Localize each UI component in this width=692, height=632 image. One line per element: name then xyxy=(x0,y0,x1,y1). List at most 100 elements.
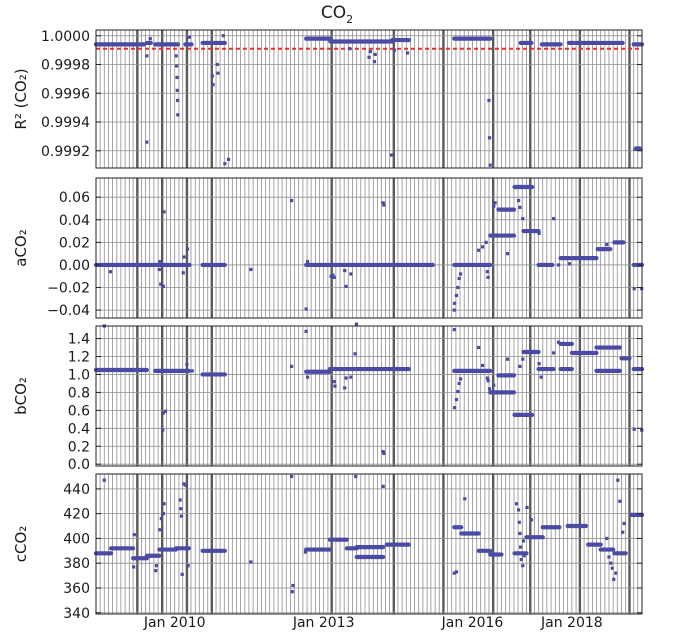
data-point xyxy=(181,271,185,275)
data-point xyxy=(381,201,385,205)
y-tick-label: 0.2 xyxy=(68,439,90,455)
panels: 0.9992 0.9994 0.9996 0.9998 1.0000 R² (CO₂) −0… xyxy=(12,29,645,622)
y-tick-label: 0.02 xyxy=(59,235,90,251)
data-point xyxy=(637,146,641,150)
data-point xyxy=(331,273,335,277)
data-point xyxy=(303,550,308,554)
data-point xyxy=(521,357,525,361)
data-point xyxy=(304,307,308,311)
data-point xyxy=(480,363,485,368)
y-tick-label: 420 xyxy=(63,507,90,523)
data-point xyxy=(632,287,636,291)
data-point xyxy=(454,293,459,298)
data-point xyxy=(456,285,460,290)
data-point xyxy=(463,497,467,501)
data-points xyxy=(93,34,645,167)
data-point xyxy=(486,275,490,279)
data-point xyxy=(477,248,481,252)
y-tick-label: 1.4 xyxy=(68,332,90,348)
data-point xyxy=(223,162,227,166)
panel-frame xyxy=(95,325,643,467)
panel-frame xyxy=(95,473,643,615)
data-point xyxy=(176,113,180,117)
y-tick-label: 1.0 xyxy=(68,367,90,383)
data-point xyxy=(175,98,180,103)
data-point xyxy=(552,217,556,221)
data-point xyxy=(187,35,192,39)
data-point xyxy=(249,267,253,272)
data-point xyxy=(521,539,526,543)
data-point xyxy=(493,201,497,205)
data-point xyxy=(158,528,162,532)
data-point xyxy=(505,252,510,256)
data-point xyxy=(452,327,456,332)
data-point xyxy=(485,376,490,380)
data-point xyxy=(211,83,215,87)
y-axis-label: cCO₂ xyxy=(12,526,30,563)
data-point xyxy=(452,406,457,410)
data-point xyxy=(452,571,456,575)
data-point xyxy=(516,508,521,512)
data-point xyxy=(161,428,165,432)
data-point xyxy=(179,507,183,511)
chart-title: CO2 xyxy=(321,3,353,26)
data-point xyxy=(163,409,168,413)
y-tick-label: 0.9998 xyxy=(41,58,90,74)
data-point xyxy=(333,384,337,388)
data-point xyxy=(347,47,352,51)
data-point xyxy=(159,282,163,286)
data-point xyxy=(614,571,618,575)
data-point xyxy=(382,451,386,456)
data-points xyxy=(93,474,645,594)
data-point xyxy=(456,389,460,394)
data-point xyxy=(486,379,490,383)
data-point xyxy=(182,255,186,259)
y-tick-label: 360 xyxy=(63,581,90,597)
y-axis-label: bCO₂ xyxy=(12,377,30,415)
y-tick-label: −0.02 xyxy=(47,281,90,297)
data-point xyxy=(522,554,526,558)
data-point xyxy=(454,397,459,402)
data-point xyxy=(332,380,336,384)
data-point xyxy=(108,270,113,274)
data-point xyxy=(458,377,463,381)
data-point xyxy=(517,520,521,524)
data-point xyxy=(175,88,179,92)
y-tick-label: 0.0 xyxy=(68,457,90,473)
data-point xyxy=(485,270,490,274)
data-point xyxy=(102,478,106,482)
data-point xyxy=(452,301,457,305)
data-point xyxy=(556,340,561,344)
y-tick-label: 1.2 xyxy=(68,350,90,366)
data-point xyxy=(632,427,636,431)
x-tick-label: Jan 2013 xyxy=(292,615,355,631)
data-point xyxy=(353,352,357,356)
data-point xyxy=(161,512,166,516)
data-point xyxy=(372,60,377,64)
data-point xyxy=(516,198,521,203)
data-point xyxy=(521,217,525,221)
y-tick-label: 0.04 xyxy=(59,213,90,229)
y-tick-label: 400 xyxy=(63,531,90,547)
data-point xyxy=(392,48,396,52)
x-tick-labels: Jan 2010 Jan 2013 Jan 2016 Jan 2018 xyxy=(143,615,603,631)
panel-3: 0.0 0.2 0.4 0.6 0.8 1.01.2 1.4 bCO₂ xyxy=(12,322,645,473)
data-point xyxy=(539,375,543,379)
data-point xyxy=(487,387,492,391)
data-point xyxy=(185,362,189,367)
data-point xyxy=(178,498,182,502)
y-tick-label: 0.4 xyxy=(68,421,90,437)
data-point xyxy=(552,351,556,355)
data-point xyxy=(484,240,488,244)
data-point xyxy=(458,272,463,276)
data-point xyxy=(290,590,294,594)
data-point xyxy=(216,71,220,75)
data-point xyxy=(145,140,149,144)
data-point xyxy=(567,262,572,266)
data-point xyxy=(621,530,625,534)
y-tick-label: 0.8 xyxy=(68,385,90,401)
data-point xyxy=(487,98,491,103)
data-point xyxy=(148,37,152,41)
data-point xyxy=(492,204,496,208)
data-point xyxy=(521,564,525,568)
